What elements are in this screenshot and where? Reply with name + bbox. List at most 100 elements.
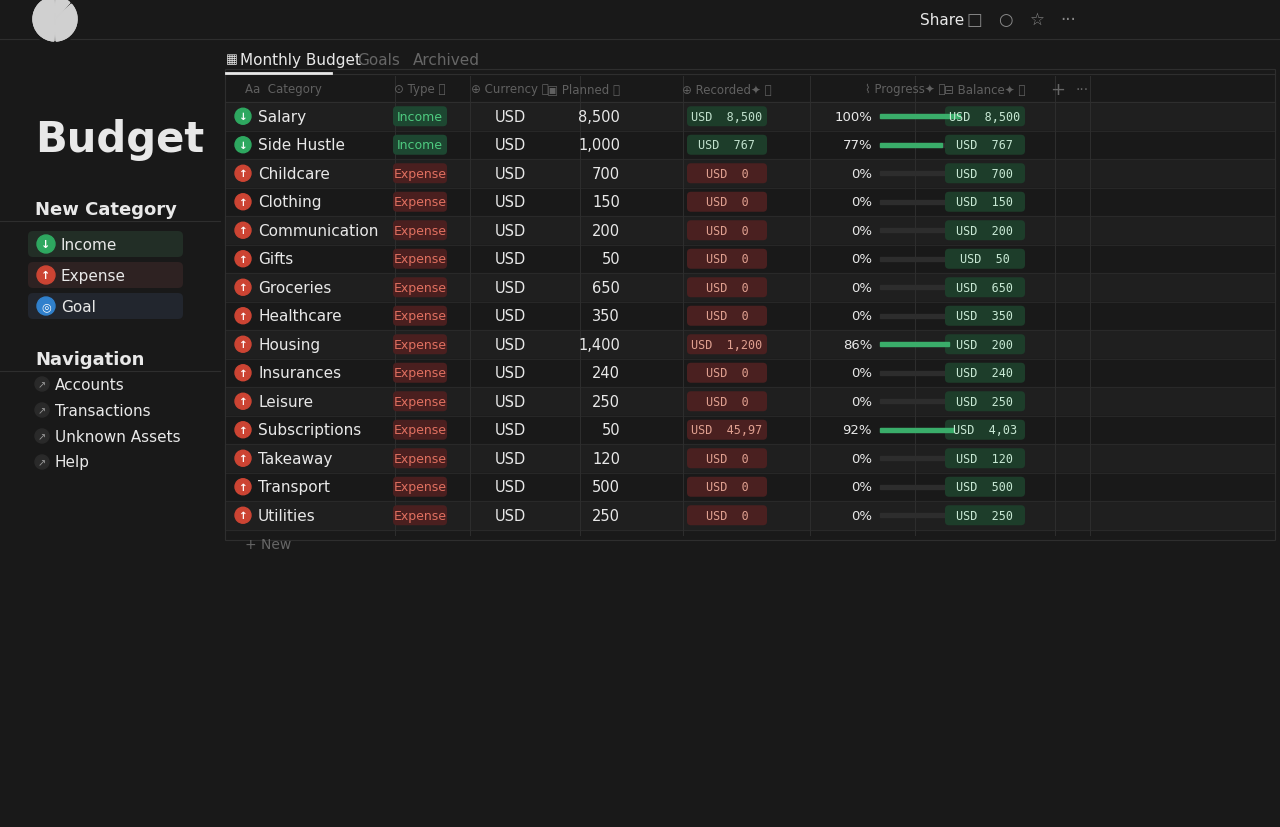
Text: ↗: ↗ — [38, 405, 46, 415]
Text: ↑: ↑ — [238, 340, 247, 350]
Text: USD: USD — [494, 452, 526, 466]
Text: ⊕ Recorded✦ ⓘ: ⊕ Recorded✦ ⓘ — [682, 84, 772, 97]
FancyBboxPatch shape — [28, 294, 183, 319]
FancyBboxPatch shape — [945, 477, 1025, 497]
Text: Takeaway: Takeaway — [259, 452, 333, 466]
FancyBboxPatch shape — [393, 278, 447, 298]
Text: USD  120: USD 120 — [956, 452, 1014, 465]
Text: Expense: Expense — [393, 281, 447, 294]
Text: USD  4,03: USD 4,03 — [952, 423, 1018, 437]
FancyBboxPatch shape — [393, 136, 447, 155]
Text: New Category: New Category — [35, 201, 177, 218]
Text: □: □ — [966, 11, 982, 29]
FancyBboxPatch shape — [687, 221, 767, 241]
Circle shape — [35, 404, 49, 418]
Bar — [881, 343, 960, 347]
Text: USD  0: USD 0 — [705, 395, 749, 409]
FancyBboxPatch shape — [393, 335, 447, 355]
Circle shape — [236, 394, 251, 409]
Text: 200: 200 — [591, 223, 620, 238]
Bar — [225, 70, 1275, 540]
Text: 250: 250 — [591, 508, 620, 523]
FancyBboxPatch shape — [687, 306, 767, 327]
Text: ↑: ↑ — [238, 482, 247, 492]
Text: USD  250: USD 250 — [956, 395, 1014, 409]
Bar — [881, 314, 960, 318]
FancyBboxPatch shape — [687, 363, 767, 383]
Text: USD  200: USD 200 — [956, 338, 1014, 351]
Text: ↑: ↑ — [41, 270, 51, 280]
Text: USD  0: USD 0 — [705, 281, 749, 294]
Text: Childcare: Childcare — [259, 166, 330, 182]
Text: ↑: ↑ — [238, 454, 247, 464]
FancyBboxPatch shape — [945, 193, 1025, 213]
Text: Income: Income — [397, 111, 443, 123]
FancyBboxPatch shape — [393, 193, 447, 213]
Text: 1,000: 1,000 — [579, 138, 620, 153]
Text: ↑: ↑ — [238, 169, 247, 179]
Circle shape — [236, 194, 251, 211]
Text: USD  0: USD 0 — [705, 310, 749, 323]
FancyBboxPatch shape — [393, 164, 447, 184]
Bar — [881, 144, 960, 147]
Text: Help: Help — [55, 455, 90, 470]
FancyBboxPatch shape — [687, 164, 767, 184]
FancyBboxPatch shape — [945, 221, 1025, 241]
Text: USD: USD — [494, 394, 526, 409]
Bar — [881, 514, 960, 518]
Text: ▣ Planned ⓘ: ▣ Planned ⓘ — [547, 84, 620, 97]
FancyBboxPatch shape — [945, 306, 1025, 327]
Text: USD: USD — [494, 423, 526, 437]
Text: ↑: ↑ — [238, 510, 247, 521]
FancyBboxPatch shape — [945, 505, 1025, 526]
Text: Expense: Expense — [393, 509, 447, 522]
Circle shape — [236, 451, 251, 466]
Text: 0%: 0% — [851, 367, 872, 380]
Text: 50: 50 — [602, 423, 620, 437]
Text: 0%: 0% — [851, 480, 872, 494]
Text: 0%: 0% — [851, 253, 872, 266]
Text: USD  250: USD 250 — [956, 509, 1014, 522]
Text: Salary: Salary — [259, 110, 306, 125]
Circle shape — [37, 298, 55, 316]
Text: USD  150: USD 150 — [956, 196, 1014, 209]
Text: Expense: Expense — [393, 423, 447, 437]
Text: Expense: Expense — [393, 310, 447, 323]
FancyBboxPatch shape — [945, 250, 1025, 270]
Bar — [881, 399, 960, 404]
Text: USD  0: USD 0 — [705, 452, 749, 465]
Bar — [225, 388, 1275, 416]
Text: ⌇ Progress✦ ⓘ: ⌇ Progress✦ ⓘ — [865, 84, 945, 97]
Text: Expense: Expense — [393, 224, 447, 237]
Text: ↑: ↑ — [238, 255, 247, 265]
Text: USD: USD — [494, 366, 526, 380]
Text: USD  8,500: USD 8,500 — [691, 111, 763, 123]
Bar — [225, 416, 1275, 444]
Bar — [881, 343, 948, 347]
Text: 0%: 0% — [851, 310, 872, 323]
Text: USD  0: USD 0 — [705, 509, 749, 522]
FancyBboxPatch shape — [393, 306, 447, 327]
Wedge shape — [55, 0, 69, 20]
Text: ↑: ↑ — [238, 226, 247, 236]
Circle shape — [236, 137, 251, 154]
FancyBboxPatch shape — [687, 449, 767, 469]
Text: USD  0: USD 0 — [705, 367, 749, 380]
Text: USD  650: USD 650 — [956, 281, 1014, 294]
FancyBboxPatch shape — [687, 136, 767, 155]
FancyBboxPatch shape — [945, 449, 1025, 469]
Text: 50: 50 — [602, 252, 620, 267]
Bar — [881, 144, 942, 147]
Text: Unknown Assets: Unknown Assets — [55, 429, 180, 444]
Text: Expense: Expense — [393, 452, 447, 465]
FancyBboxPatch shape — [393, 221, 447, 241]
Bar — [881, 200, 960, 204]
Text: ···: ··· — [1060, 11, 1076, 29]
Text: USD  8,500: USD 8,500 — [950, 111, 1020, 123]
FancyBboxPatch shape — [687, 420, 767, 440]
Bar — [225, 245, 1275, 274]
Text: 700: 700 — [591, 166, 620, 182]
Text: USD: USD — [494, 280, 526, 295]
FancyBboxPatch shape — [687, 335, 767, 355]
Text: USD  0: USD 0 — [705, 480, 749, 494]
